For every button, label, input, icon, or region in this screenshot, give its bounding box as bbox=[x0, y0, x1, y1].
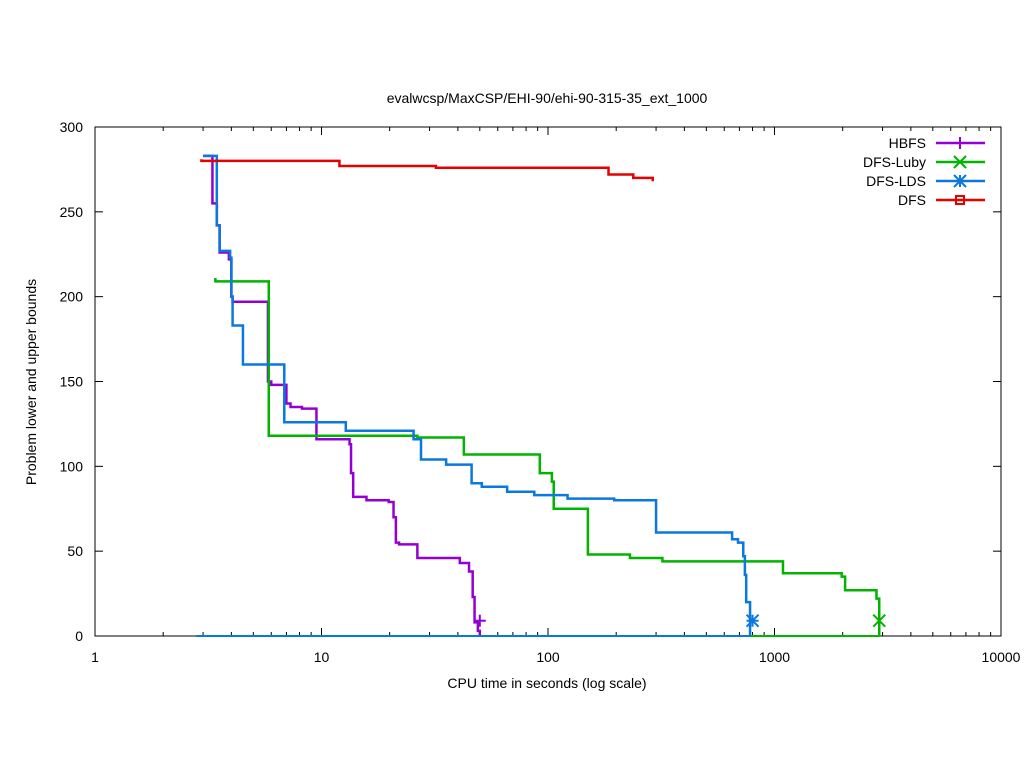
x-axis-label: CPU time in seconds (log scale) bbox=[447, 675, 646, 691]
chart-title: evalwcsp/MaxCSP/EHI-90/ehi-90-315-35_ext… bbox=[387, 90, 708, 106]
y-tick-label: 50 bbox=[67, 543, 83, 559]
y-tick-label: 0 bbox=[75, 628, 83, 644]
series-dfs-luby-upper-bound bbox=[214, 278, 881, 636]
plot-frame bbox=[94, 126, 1002, 637]
legend-label-dfs-lds: DFS-LDS bbox=[866, 173, 926, 189]
y-tick-label: 150 bbox=[60, 374, 84, 390]
series-hbfs-upper-bound bbox=[203, 154, 482, 636]
x-tick-label: 10000 bbox=[982, 649, 1021, 665]
series-hbfs-end-marker bbox=[473, 614, 486, 627]
x-tick-label: 1 bbox=[91, 649, 99, 665]
y-tick-label: 300 bbox=[60, 119, 84, 135]
legend-marker-dfs-lds bbox=[953, 174, 967, 188]
legend-label-dfs-luby: DFS-Luby bbox=[863, 154, 926, 170]
y-tick-label: 100 bbox=[60, 458, 84, 474]
legend-marker-hbfs bbox=[954, 137, 966, 149]
series-dfs-lds-end-marker bbox=[745, 614, 760, 628]
legend-marker-dfs-luby bbox=[953, 155, 967, 169]
series-dfs-luby-end-marker bbox=[872, 614, 886, 628]
series-dfs-upper-bound bbox=[200, 159, 654, 182]
legend-label-dfs: DFS bbox=[898, 192, 926, 208]
x-tick-label: 10 bbox=[314, 649, 330, 665]
y-tick-label: 250 bbox=[60, 204, 84, 220]
legend-label-hbfs: HBFS bbox=[889, 135, 926, 151]
x-tick-label: 100 bbox=[536, 649, 560, 665]
x-tick-label: 1000 bbox=[759, 649, 790, 665]
series-layer bbox=[196, 154, 886, 637]
axis-ticks: 0 50 100 150 200 250 300 1 10 100 1000 10000 bbox=[60, 119, 1021, 665]
y-axis-label: Problem lower and upper bounds bbox=[23, 279, 39, 485]
y-tick-label: 200 bbox=[60, 289, 84, 305]
legend: HBFS DFS-Luby DFS-LDS DFS bbox=[863, 135, 985, 208]
series-dfs-lds-upper-bound bbox=[203, 154, 752, 636]
legend-marker-dfs bbox=[955, 195, 965, 205]
